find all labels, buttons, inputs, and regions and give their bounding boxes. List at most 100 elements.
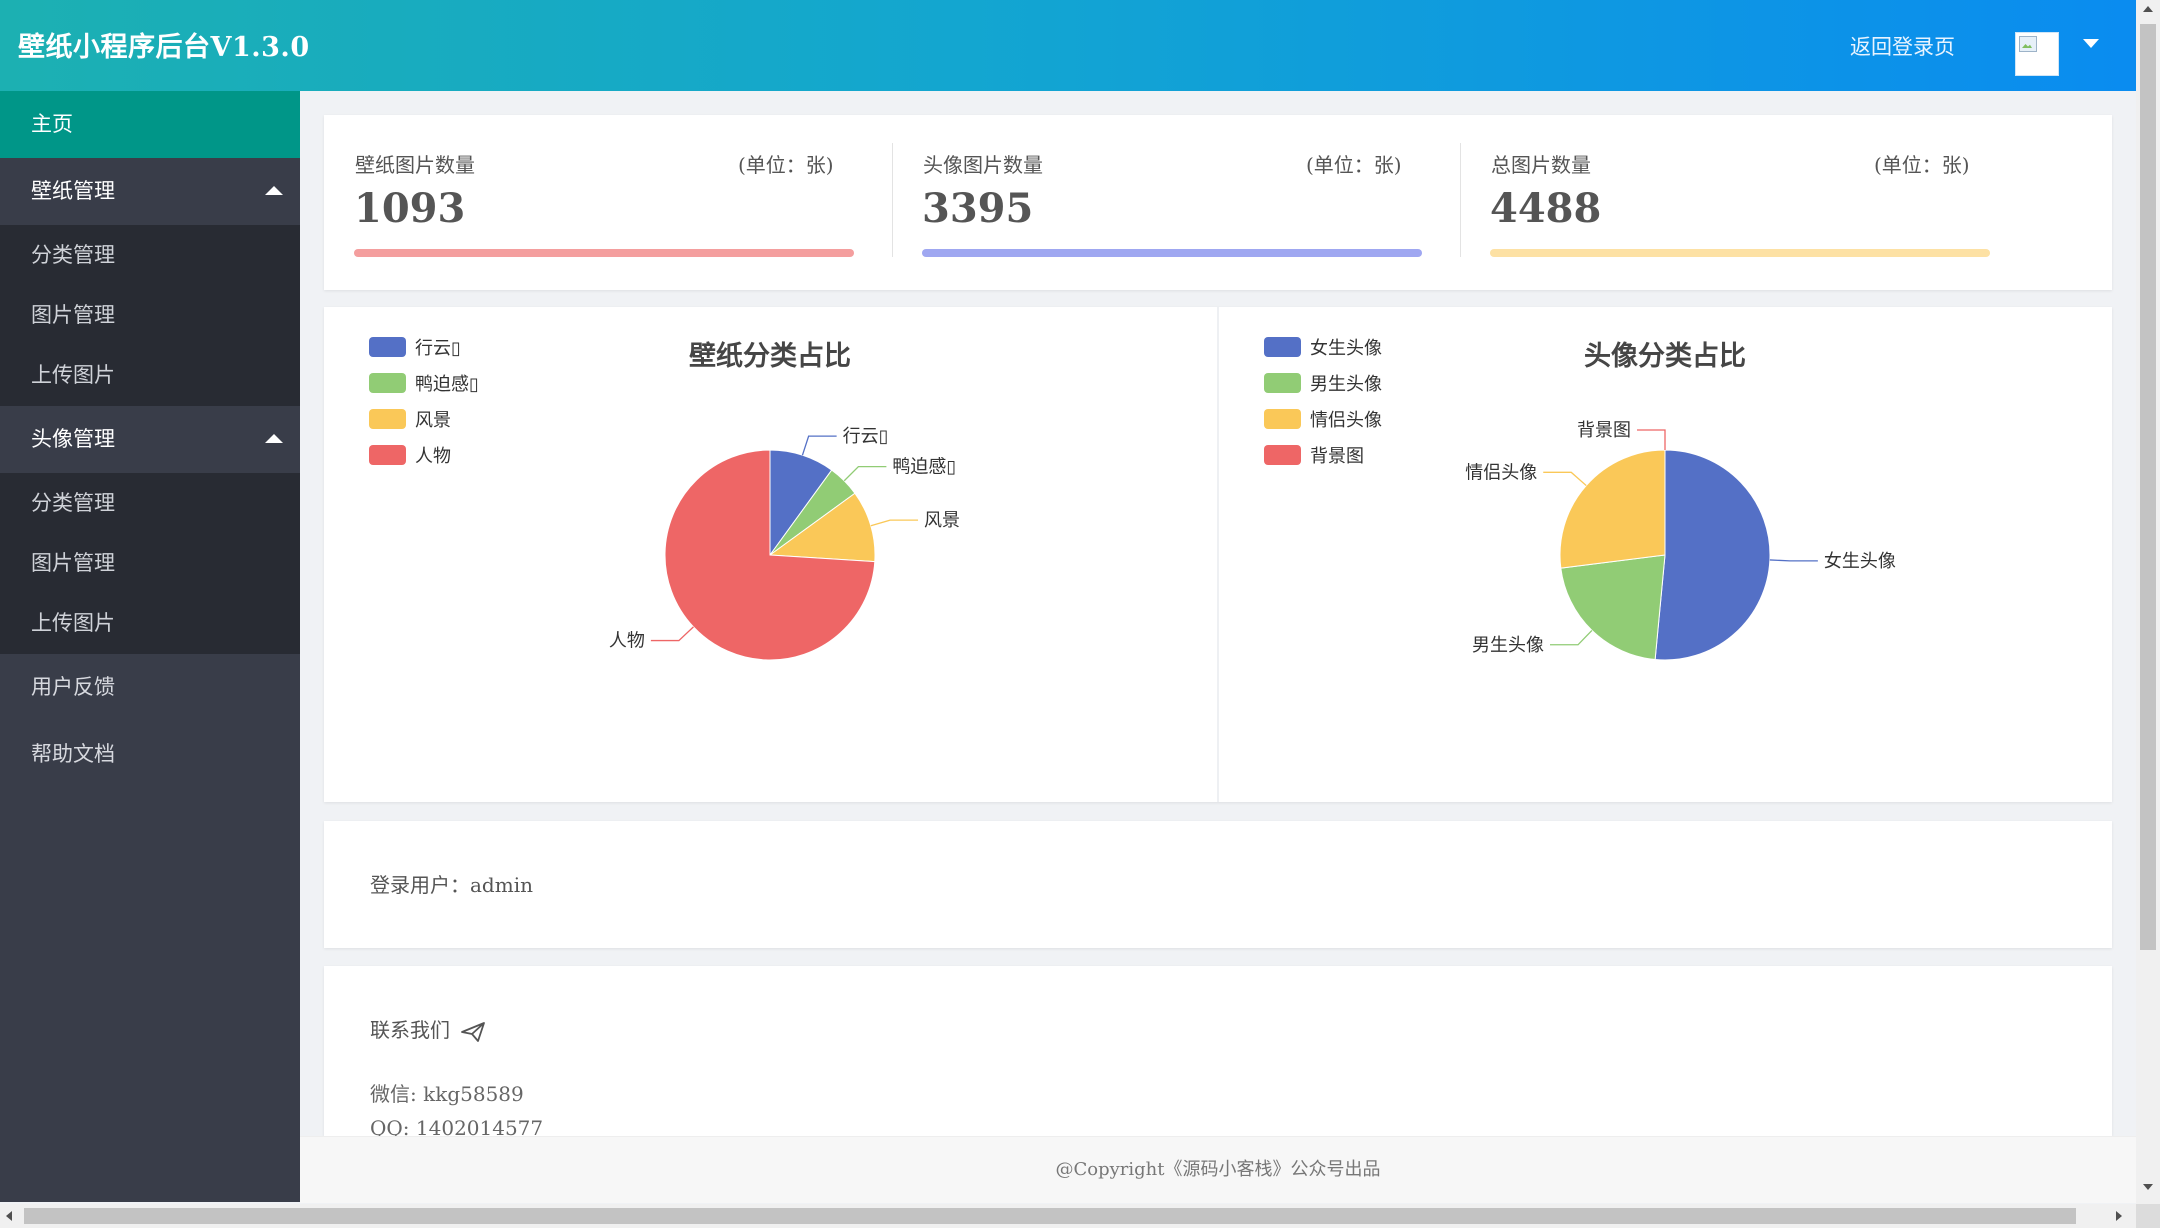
pie-label-line <box>1769 559 1818 562</box>
copyright-text: @Copyright《源码小客栈》公众号出品 <box>1055 1159 1381 1180</box>
sidebar: 主页 壁纸管理 分类管理 图片管理 上传图片 头像管理 分类管理 图片管理 上传… <box>0 91 300 1202</box>
scroll-left-arrow-icon[interactable] <box>6 1211 12 1221</box>
legend-swatch <box>369 445 406 465</box>
footer: @Copyright《源码小客栈》公众号出品 <box>300 1136 2136 1203</box>
login-user-text: 登录用户：admin <box>370 873 533 897</box>
pie-label: 行云▯ <box>843 426 889 447</box>
scrollbar-corner <box>2136 1204 2160 1228</box>
sidebar-item-avatar-upload[interactable]: 上传图片 <box>0 593 300 653</box>
stat-unit: (单位：张) <box>738 153 834 177</box>
scroll-down-arrow-icon[interactable] <box>2143 1184 2153 1190</box>
paper-plane-icon <box>461 1021 486 1042</box>
stat-avatar: 头像图片数量 (单位：张) 3395 <box>892 115 1460 290</box>
vertical-scroll-thumb[interactable] <box>2140 24 2156 950</box>
caret-up-icon <box>265 186 283 195</box>
pie-label: 情侣头像 <box>1465 462 1537 483</box>
stat-unit: (单位：张) <box>1306 153 1402 177</box>
legend-label: 行云▯ <box>415 338 461 359</box>
pie-slice <box>1654 449 1771 661</box>
contact-card: 联系我们 微信: kkg58589 QQ: 1402014577 <box>324 966 2112 1136</box>
sidebar-item-wallpaper-category[interactable]: 分类管理 <box>0 225 300 285</box>
broken-image-icon <box>2019 36 2037 52</box>
pie-slice <box>664 449 876 661</box>
sidebar-item-wallpaper-upload[interactable]: 上传图片 <box>0 345 300 405</box>
legend-label: 背景图 <box>1310 446 1364 467</box>
pie-label-line <box>1637 429 1666 450</box>
horizontal-scroll-thumb[interactable] <box>24 1208 2076 1224</box>
caret-up-icon <box>265 434 283 443</box>
pie-label: 鸭迫感▯ <box>892 457 956 478</box>
pie-label: 人物 <box>609 631 645 652</box>
contact-title: 联系我们 <box>370 1014 486 1043</box>
scroll-up-arrow-icon[interactable] <box>2143 6 2153 12</box>
sidebar-item-avatar-category[interactable]: 分类管理 <box>0 473 300 533</box>
stat-bar <box>354 249 854 257</box>
sidebar-item-help[interactable]: 帮助文档 <box>31 742 115 766</box>
app-title: 壁纸小程序后台V1.3.0 <box>18 32 310 63</box>
legend-swatch <box>1264 409 1301 429</box>
legend-swatch <box>369 409 406 429</box>
stats-card: 壁纸图片数量 (单位：张) 1093 头像图片数量 (单位：张) 3395 总图… <box>324 115 2112 290</box>
sidebar-group-label: 头像管理 <box>31 427 115 451</box>
stat-label: 总图片数量 <box>1491 153 1591 177</box>
pie-slice <box>1560 554 1666 661</box>
caret-down-icon[interactable] <box>2083 39 2099 48</box>
top-header: 壁纸小程序后台V1.3.0 返回登录页 <box>0 0 2136 91</box>
divider <box>1460 143 1461 257</box>
avatar[interactable] <box>2015 32 2059 76</box>
chart-title: 头像分类占比 <box>1584 341 1746 372</box>
stat-label: 头像图片数量 <box>923 153 1043 177</box>
pie-label: 女生头像 <box>1824 551 1896 572</box>
stat-value: 4488 <box>1490 185 1602 232</box>
login-info-card: 登录用户：admin <box>324 821 2112 948</box>
legend-label: 人物 <box>415 446 451 467</box>
stat-bar <box>1490 249 1990 257</box>
legend-swatch <box>1264 373 1301 393</box>
horizontal-scrollbar[interactable] <box>0 1204 2136 1228</box>
sidebar-item-home[interactable]: 主页 <box>0 91 300 158</box>
wechat-text: 微信: kkg58589 <box>370 1082 524 1106</box>
contact-title-text: 联系我们 <box>370 1018 450 1042</box>
scroll-right-arrow-icon[interactable] <box>2116 1211 2122 1221</box>
sidebar-group-label: 壁纸管理 <box>31 179 115 203</box>
stat-wallpaper: 壁纸图片数量 (单位：张) 1093 <box>324 115 892 290</box>
sidebar-item-feedback[interactable]: 用户反馈 <box>31 675 115 699</box>
pie-label-line <box>650 626 694 642</box>
divider <box>1217 307 1219 802</box>
legend-swatch <box>369 373 406 393</box>
stat-total: 总图片数量 (单位：张) 4488 <box>1460 115 2028 290</box>
pie-label: 男生头像 <box>1472 635 1544 656</box>
pie-label-line <box>1550 629 1593 646</box>
stat-value: 1093 <box>354 185 466 232</box>
sidebar-item-avatar-images[interactable]: 图片管理 <box>0 533 300 593</box>
sidebar-group-wallpaper[interactable]: 壁纸管理 <box>0 158 300 225</box>
pie-label-line <box>801 435 837 456</box>
sidebar-group-avatar[interactable]: 头像管理 <box>0 406 300 473</box>
legend-swatch <box>1264 337 1301 357</box>
stat-value: 3395 <box>922 185 1034 232</box>
legend-swatch <box>1264 445 1301 465</box>
qq-text: QQ: 1402014577 <box>370 1116 544 1136</box>
pie-label: 背景图 <box>1577 420 1631 441</box>
legend-swatch <box>369 337 406 357</box>
legend-label: 女生头像 <box>1310 338 1382 359</box>
pie-slice <box>768 492 876 563</box>
pie-label-line <box>843 465 887 482</box>
legend-label: 男生头像 <box>1310 374 1382 395</box>
sidebar-item-wallpaper-images[interactable]: 图片管理 <box>0 285 300 345</box>
pie-slice <box>1559 449 1666 569</box>
vertical-scrollbar[interactable] <box>2136 0 2160 1228</box>
avatar-submenu: 分类管理 图片管理 上传图片 <box>0 473 300 654</box>
legend-label: 情侣头像 <box>1310 410 1382 431</box>
legend-label: 风景 <box>415 410 451 431</box>
back-to-login-link[interactable]: 返回登录页 <box>1850 35 1955 59</box>
wallpaper-submenu: 分类管理 图片管理 上传图片 <box>0 225 300 406</box>
charts-card: 壁纸分类占比 行云▯ 鸭迫感▯ 风景 人物 行云▯ 鸭迫感▯ 风景 人物 头像分类占比 女生头像男… <box>324 307 2112 802</box>
pie-label-line <box>870 519 919 527</box>
chart-title: 壁纸分类占比 <box>689 340 851 372</box>
stat-unit: (单位：张) <box>1874 153 1970 177</box>
pie-label: 风景 <box>924 510 960 531</box>
stat-label: 壁纸图片数量 <box>355 153 475 177</box>
